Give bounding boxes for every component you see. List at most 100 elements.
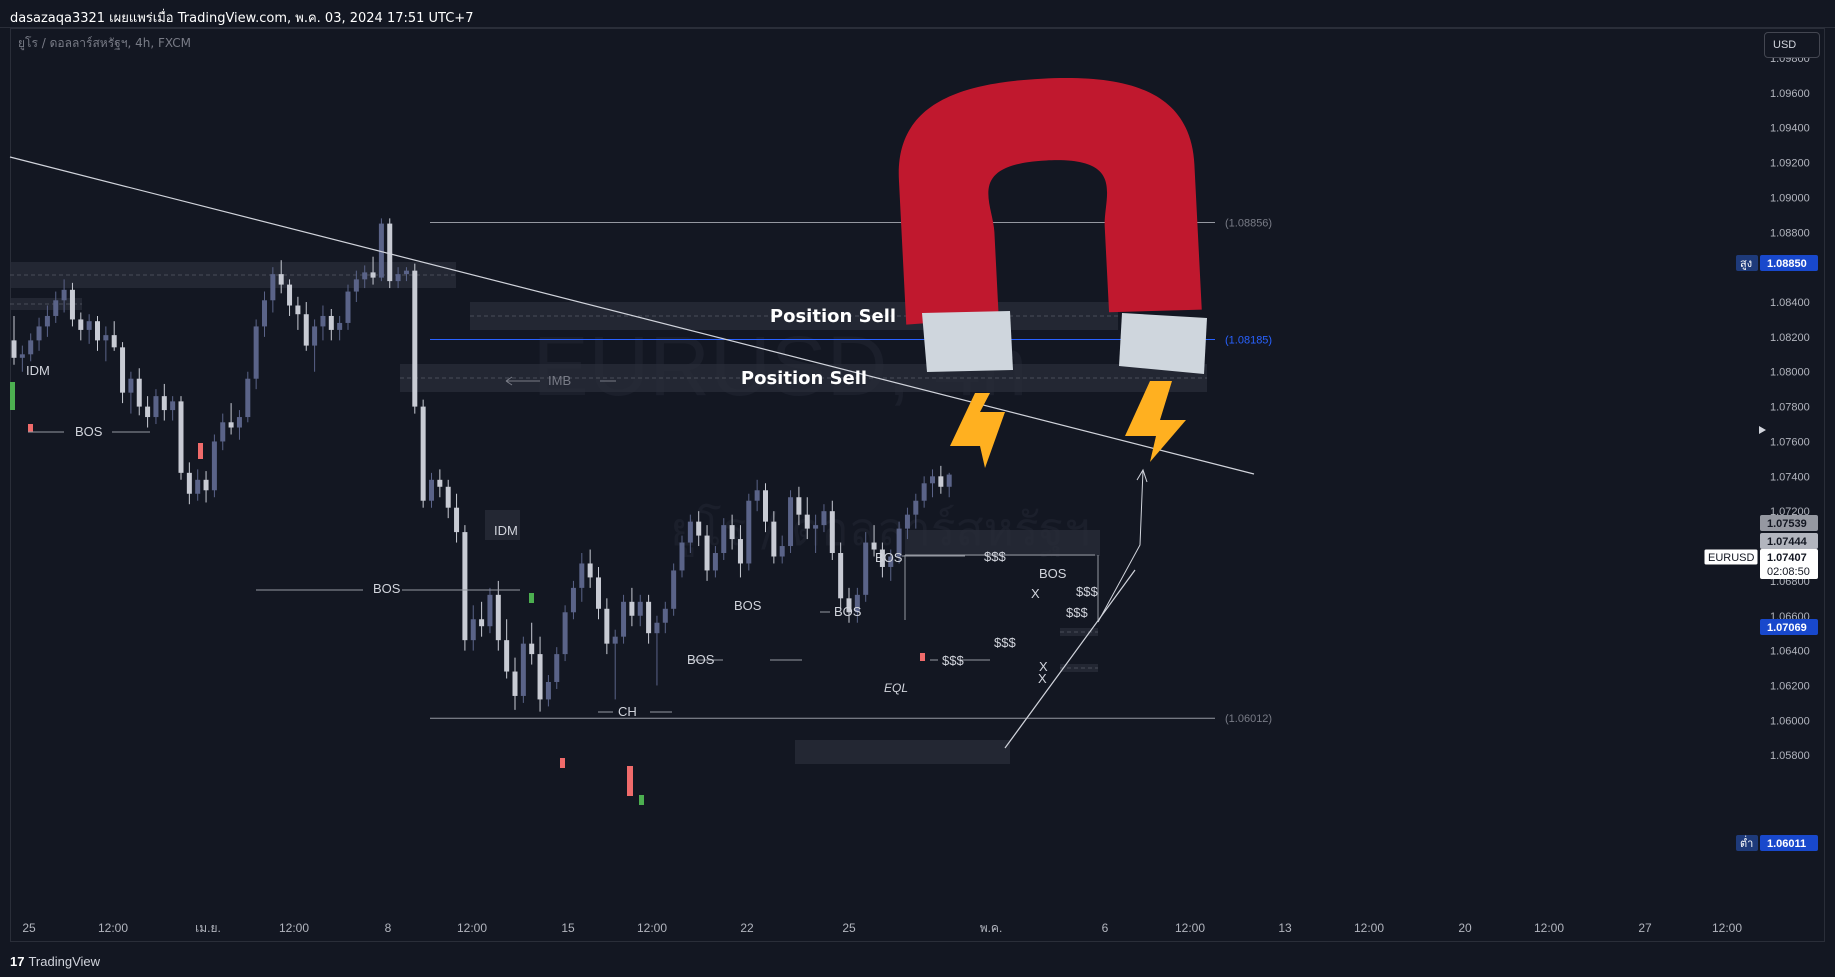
footer-brand: TradingView <box>28 954 101 969</box>
candle-body <box>921 483 927 501</box>
candle-body <box>529 643 535 655</box>
annotation-label: X <box>1038 671 1047 686</box>
time-tick-label: 20 <box>1458 921 1472 935</box>
candle-body <box>278 274 284 285</box>
time-tick-label: 12:00 <box>457 921 487 935</box>
currency-button[interactable]: USD <box>1764 32 1820 58</box>
price-tick-label: 1.08000 <box>1770 367 1810 379</box>
zone-box <box>1060 664 1098 672</box>
candle-highlight <box>920 653 925 661</box>
candle-body <box>61 289 67 301</box>
candle-body <box>587 563 593 578</box>
price-label-value: 1.07539 <box>1767 518 1807 530</box>
position-sell-label: Position Sell <box>741 368 867 389</box>
time-tick-label: 12:00 <box>637 921 667 935</box>
candle-body <box>412 270 418 407</box>
price-label-tag-text: สูง <box>1740 258 1752 270</box>
candle-body <box>103 335 109 341</box>
time-tick-label: 12:00 <box>1534 921 1564 935</box>
candle-body <box>211 441 217 491</box>
levels-layer: (1.08856) (1.08185) (1.06012) <box>10 218 1272 725</box>
arrow-head <box>1136 468 1148 483</box>
zone-box <box>1060 628 1098 636</box>
candle-body <box>353 279 359 292</box>
candle-body <box>170 401 176 411</box>
annotation-label: IDM <box>26 363 50 378</box>
candle-body <box>312 326 318 346</box>
price-tick-label: 1.07800 <box>1770 402 1810 414</box>
candle-body <box>44 315 50 327</box>
candle-body <box>854 594 860 613</box>
price-tick-label: 1.09200 <box>1770 158 1810 170</box>
candle-body <box>696 521 702 536</box>
candle-body <box>704 535 710 571</box>
price-label-value: 1.06011 <box>1767 838 1806 850</box>
price-label-value: 1.07407 <box>1767 552 1807 564</box>
candle-body <box>470 619 476 641</box>
time-tick-label: 12:00 <box>279 921 309 935</box>
candle-body <box>754 490 760 501</box>
candle-body <box>36 326 42 341</box>
candle-body <box>821 511 827 526</box>
time-tick-label: 25 <box>22 921 36 935</box>
candle-body <box>228 422 234 428</box>
annotation-label: X <box>1039 659 1048 674</box>
candle-body <box>904 514 910 529</box>
candle-highlight <box>28 424 33 432</box>
time-tick-label: พ.ค. <box>980 921 1003 935</box>
candle-body <box>19 354 25 358</box>
time-tick-label: 12:00 <box>1712 921 1742 935</box>
candle-body <box>788 497 794 547</box>
zone-box <box>795 740 1010 764</box>
tradingview-logo[interactable]: 17 TradingView <box>10 954 100 969</box>
price-axis[interactable]: 1.098001.096001.094001.092001.090001.088… <box>1759 53 1810 762</box>
candle-body <box>236 417 242 428</box>
annotation-label: BOS <box>687 652 715 667</box>
lightning-bolt-icon <box>1125 381 1186 462</box>
price-label-box <box>1760 835 1818 851</box>
candle-body <box>796 497 802 515</box>
annotation-label: $$$ <box>984 549 1006 564</box>
candle-body <box>145 406 151 418</box>
candle-body <box>337 322 343 330</box>
candle-body <box>737 539 743 564</box>
candle-body <box>462 532 468 641</box>
price-level-label: (1.08856) <box>1225 218 1272 230</box>
candle-body <box>763 490 768 522</box>
price-label-box <box>1760 533 1818 549</box>
annotation-label: BOS <box>1039 566 1067 581</box>
candle-body <box>479 619 485 627</box>
candle-body <box>78 319 84 330</box>
candle-body <box>320 315 326 327</box>
candle-body <box>612 636 618 644</box>
candle-body <box>888 556 894 567</box>
footer: 17 TradingView <box>0 947 1835 977</box>
candle-body <box>637 601 643 616</box>
price-tick-label: 1.06400 <box>1770 646 1810 658</box>
time-tick-label: 15 <box>561 921 575 935</box>
symbol-info[interactable]: ยูโร / ดอลลาร์สหรัฐฯ, 4h, FXCM <box>18 36 192 50</box>
price-labels: 1.08850 สูง 1.07539 1.07444 1.07407 02:08:50 E… <box>1703 255 1818 851</box>
candle-body <box>646 601 652 634</box>
price-tick-label: 1.09000 <box>1770 192 1810 204</box>
candle-body <box>362 272 368 280</box>
tradingview-logo-icon: 17 <box>10 954 25 969</box>
candle-body <box>345 291 351 323</box>
candle-body <box>712 553 718 571</box>
candle-body <box>930 476 935 484</box>
candle-body <box>303 314 309 346</box>
zone-box <box>905 530 1100 556</box>
annotation-label: BOS <box>734 598 762 613</box>
time-axis[interactable]: 25 12:00 เม.ย. 12:00 8 12:00 15 12:00 22 25 พ.ค. 6 1… <box>22 921 1742 935</box>
candle-highlight <box>639 795 644 805</box>
magnet-icon <box>898 78 1207 374</box>
price-tick-label: 1.09600 <box>1770 88 1810 100</box>
candle-body <box>203 479 209 491</box>
candle-body <box>178 401 184 473</box>
time-tick-label: 25 <box>842 921 856 935</box>
price-label-value: 1.07444 <box>1767 536 1808 548</box>
candle-body <box>495 594 501 641</box>
time-tick-label: 13 <box>1278 921 1292 935</box>
candle-body <box>370 272 376 278</box>
